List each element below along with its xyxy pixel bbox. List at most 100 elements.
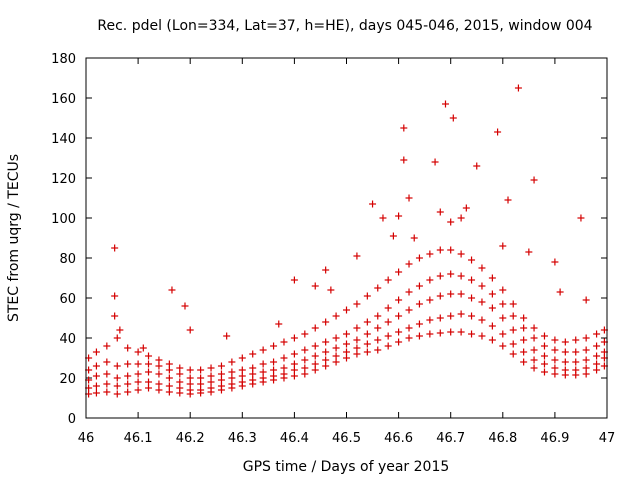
data-point xyxy=(593,366,601,374)
data-point xyxy=(145,352,153,360)
data-point xyxy=(207,372,215,380)
data-point xyxy=(176,378,184,386)
outlier-point xyxy=(290,276,298,284)
data-point xyxy=(405,306,413,314)
data-point xyxy=(332,344,340,352)
outlier-point xyxy=(530,176,538,184)
x-tick-label: 46.2 xyxy=(176,431,205,446)
data-point xyxy=(363,348,371,356)
data-point xyxy=(436,314,444,322)
x-tick-label: 46.3 xyxy=(228,431,257,446)
data-point xyxy=(551,356,559,364)
data-point xyxy=(343,306,350,314)
data-point xyxy=(311,352,319,360)
data-point xyxy=(301,330,309,338)
y-tick-label: 160 xyxy=(51,92,76,107)
data-point xyxy=(447,328,455,336)
data-point xyxy=(207,364,215,372)
data-point xyxy=(165,382,173,390)
data-point xyxy=(124,344,132,352)
data-point xyxy=(582,334,590,342)
data-point xyxy=(165,388,173,396)
data-point xyxy=(322,356,330,364)
data-point xyxy=(238,372,246,380)
data-point xyxy=(582,370,590,378)
data-point xyxy=(415,332,423,340)
data-point xyxy=(520,314,528,322)
data-point xyxy=(561,338,569,346)
data-point xyxy=(395,296,403,304)
x-tick-label: 47 xyxy=(599,431,616,446)
data-point xyxy=(530,356,538,364)
data-point xyxy=(311,324,319,332)
data-point xyxy=(353,336,361,344)
y-tick-label: 40 xyxy=(59,332,76,347)
data-point xyxy=(290,372,298,380)
data-point xyxy=(270,366,278,374)
data-point xyxy=(311,360,319,368)
data-point xyxy=(301,364,309,372)
data-point xyxy=(332,334,340,342)
data-point xyxy=(197,366,205,374)
data-point xyxy=(238,366,246,374)
data-point xyxy=(332,312,340,320)
data-point xyxy=(488,336,496,344)
data-point xyxy=(322,318,330,326)
data-point xyxy=(457,310,465,318)
data-point xyxy=(551,336,559,344)
data-point xyxy=(228,380,236,388)
outlier-point xyxy=(577,214,585,222)
data-point xyxy=(384,332,392,340)
y-axis-label: STEC from uqrg / TECUs xyxy=(6,154,22,322)
data-point xyxy=(134,360,142,368)
data-point xyxy=(238,378,246,386)
data-point xyxy=(520,358,528,366)
data-point xyxy=(155,362,163,370)
data-point xyxy=(426,330,434,338)
data-point xyxy=(145,368,153,376)
data-point xyxy=(103,342,111,350)
data-point xyxy=(249,376,257,384)
data-point xyxy=(499,342,507,350)
data-point xyxy=(447,290,455,298)
outlier-point xyxy=(514,84,522,92)
data-point xyxy=(374,346,382,354)
data-point xyxy=(363,318,371,326)
y-tick-label: 80 xyxy=(59,252,76,267)
data-point xyxy=(113,390,121,398)
data-point xyxy=(572,348,580,356)
data-point xyxy=(103,388,111,396)
data-point xyxy=(113,362,121,370)
data-point xyxy=(520,324,528,332)
data-point xyxy=(228,374,236,382)
data-point xyxy=(488,322,496,330)
data-point xyxy=(259,374,267,382)
outlier-point xyxy=(582,296,590,304)
data-point xyxy=(124,360,132,368)
data-point xyxy=(290,350,298,358)
data-point xyxy=(530,334,538,342)
data-point xyxy=(353,350,361,358)
data-point xyxy=(238,354,246,362)
data-point xyxy=(155,380,163,388)
data-point xyxy=(447,270,455,278)
outlier-point xyxy=(116,326,124,334)
data-point xyxy=(343,354,350,362)
outlier-point xyxy=(353,252,361,260)
data-point xyxy=(384,318,392,326)
data-point xyxy=(363,292,371,300)
data-point xyxy=(478,298,486,306)
data-point xyxy=(457,272,465,280)
x-tick-label: 46.4 xyxy=(280,431,309,446)
data-point xyxy=(405,260,413,268)
data-point xyxy=(540,352,548,360)
data-point xyxy=(290,360,298,368)
data-point xyxy=(582,346,590,354)
plot-frame xyxy=(85,57,608,419)
chart-title: Rec. pdel (Lon=334, Lat=37, h=HE), days … xyxy=(97,18,592,34)
data-point xyxy=(343,348,350,356)
data-point xyxy=(593,330,601,338)
data-point xyxy=(92,382,100,390)
data-point xyxy=(353,344,361,352)
data-point xyxy=(478,332,486,340)
